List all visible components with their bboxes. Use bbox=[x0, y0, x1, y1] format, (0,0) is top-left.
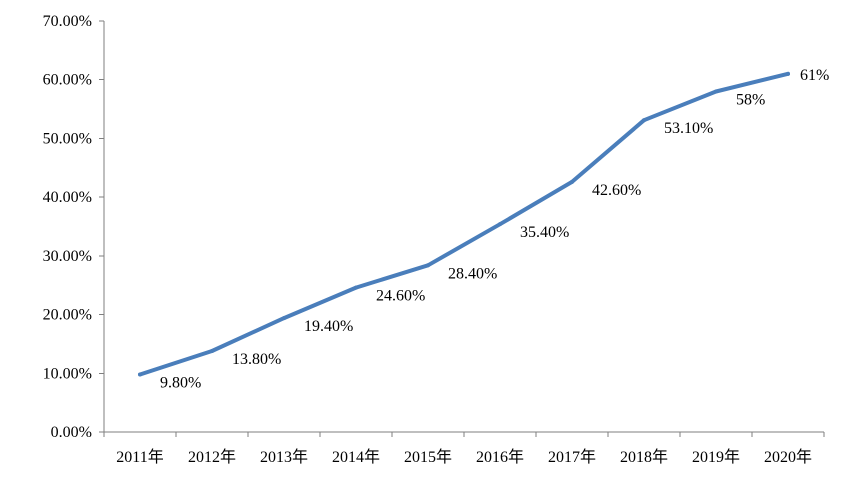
data-label: 53.10% bbox=[664, 120, 713, 137]
data-point bbox=[210, 348, 214, 353]
x-tick-label: 2014年 bbox=[332, 448, 380, 466]
x-tick-label: 2011年 bbox=[116, 448, 163, 466]
y-tick-label: 60.00% bbox=[43, 72, 92, 89]
x-tick-label: 2017年 bbox=[548, 448, 596, 466]
x-tick-label: 2019年 bbox=[692, 448, 740, 466]
x-tick-label: 2012年 bbox=[188, 448, 236, 466]
data-label: 58% bbox=[736, 91, 765, 108]
y-tick-label: 40.00% bbox=[43, 189, 92, 206]
y-tick-label: 20.00% bbox=[43, 307, 92, 324]
data-label: 13.80% bbox=[232, 351, 281, 368]
x-tick-label: 2020年 bbox=[764, 448, 812, 466]
data-label: 9.80% bbox=[160, 374, 201, 391]
data-point bbox=[354, 285, 358, 290]
data-point bbox=[498, 222, 502, 227]
data-point bbox=[714, 89, 718, 94]
data-label: 61% bbox=[800, 67, 829, 84]
series-line bbox=[138, 71, 790, 377]
y-tick-label: 50.00% bbox=[43, 130, 92, 147]
x-tick-label: 2016年 bbox=[476, 448, 524, 466]
data-label: 24.60% bbox=[376, 288, 425, 305]
x-tick-label: 2018年 bbox=[620, 448, 668, 466]
data-point bbox=[642, 118, 646, 123]
data-point bbox=[786, 71, 790, 76]
data-point bbox=[138, 372, 142, 377]
data-point bbox=[570, 179, 574, 184]
y-tick-label: 10.00% bbox=[43, 365, 92, 382]
x-tick-label: 2013年 bbox=[260, 448, 308, 466]
data-label: 28.40% bbox=[448, 265, 497, 282]
data-label: 19.40% bbox=[304, 318, 353, 335]
data-point bbox=[426, 263, 430, 268]
x-tick-label: 2015年 bbox=[404, 448, 452, 466]
y-tick-label: 0.00% bbox=[51, 424, 92, 441]
data-label: 42.60% bbox=[592, 182, 641, 199]
data-point bbox=[282, 316, 286, 321]
data-label: 35.40% bbox=[520, 224, 569, 241]
y-tick-label: 70.00% bbox=[43, 13, 92, 30]
y-tick-label: 30.00% bbox=[43, 248, 92, 265]
